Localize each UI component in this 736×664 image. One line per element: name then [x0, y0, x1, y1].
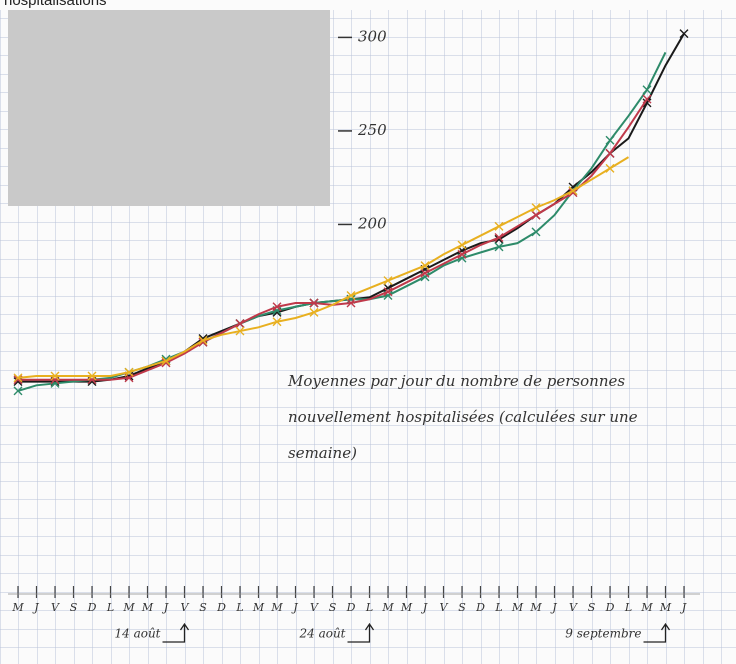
x-tick-label: M — [381, 601, 394, 614]
x-tick-label: D — [216, 601, 226, 614]
data-point — [642, 98, 652, 108]
x-tick-label: V — [569, 601, 578, 614]
x-tick-label: M — [640, 601, 653, 614]
data-point — [124, 367, 134, 377]
annotation-line: nouvellement hospitalisées (calculées su… — [288, 408, 638, 426]
data-point — [50, 371, 60, 381]
data-point — [457, 240, 467, 250]
x-tick-label: M — [270, 601, 283, 614]
data-point — [346, 291, 356, 301]
x-tick-label: D — [605, 601, 615, 614]
data-point — [309, 298, 319, 308]
x-tick-label: J — [550, 601, 557, 614]
y-tick-label: 250 — [357, 121, 387, 139]
x-tick-label: S — [199, 601, 207, 614]
date-marker-label: 9 septembre — [565, 627, 641, 641]
data-point — [642, 85, 652, 95]
data-point — [272, 317, 282, 327]
x-tick-label: L — [106, 601, 114, 614]
data-point — [605, 135, 615, 145]
data-point — [87, 371, 97, 381]
x-tick-label: D — [475, 601, 485, 614]
data-point — [679, 29, 689, 39]
x-tick-label: M — [141, 601, 154, 614]
x-tick-label: D — [346, 601, 356, 614]
x-tick-label: L — [494, 601, 502, 614]
x-tick-label: S — [458, 601, 466, 614]
data-point — [531, 210, 541, 220]
annotation: Moyennes par jour du nombre de personnes… — [287, 372, 638, 462]
data-point — [161, 356, 171, 366]
data-point — [13, 373, 23, 383]
x-tick-label: M — [511, 601, 524, 614]
annotation-line: semaine) — [288, 444, 357, 462]
data-point — [272, 302, 282, 312]
x-tick-label: M — [252, 601, 265, 614]
data-point — [568, 186, 578, 196]
date-marker-arrow — [347, 622, 375, 643]
x-tick-label: V — [181, 601, 190, 614]
x-tick-label: J — [680, 601, 687, 614]
y-tick-label: 200 — [357, 214, 387, 232]
data-point — [50, 378, 60, 388]
x-tick-label: M — [529, 601, 542, 614]
data-point — [383, 287, 393, 297]
x-tick-label: M — [400, 601, 413, 614]
data-point — [457, 249, 467, 259]
data-point — [13, 386, 23, 396]
data-point — [383, 276, 393, 286]
x-tick-label: J — [291, 601, 298, 614]
x-tick-label: V — [440, 601, 449, 614]
data-point — [235, 326, 245, 336]
x-tick-label: V — [51, 601, 60, 614]
data-point — [605, 163, 615, 173]
x-tick-label: J — [421, 601, 428, 614]
x-tick-label: J — [162, 601, 169, 614]
data-point — [235, 319, 245, 329]
data-point — [309, 307, 319, 317]
date-marker-label: 24 août — [298, 627, 345, 641]
data-point — [494, 242, 504, 252]
y-tick-label: 300 — [358, 27, 387, 45]
x-tick-label: L — [365, 601, 373, 614]
x-tick-label: M — [122, 601, 135, 614]
occluding-card — [8, 10, 330, 206]
x-tick-label: M — [11, 601, 24, 614]
date-marker-arrow — [162, 622, 190, 643]
x-tick-label: S — [329, 601, 337, 614]
data-point — [605, 148, 615, 158]
annotation-line: Moyennes par jour du nombre de personnes — [287, 372, 625, 390]
x-tick-label: D — [87, 601, 97, 614]
data-point — [198, 335, 208, 345]
x-tick-label: S — [70, 601, 78, 614]
date-marker-label: 14 août — [114, 627, 160, 641]
data-point — [494, 221, 504, 231]
x-tick-label: V — [310, 601, 319, 614]
x-tick-label: L — [235, 601, 243, 614]
x-tick-label: S — [588, 601, 596, 614]
chart-title: hospitalisations — [4, 0, 107, 9]
x-tick-label: M — [659, 601, 672, 614]
data-point — [420, 261, 430, 271]
data-point — [87, 375, 97, 385]
date-marker-arrow — [643, 622, 671, 643]
data-point — [50, 375, 60, 385]
data-point — [531, 203, 541, 213]
data-point — [346, 298, 356, 308]
data-point — [494, 233, 504, 243]
x-tick-label: L — [624, 601, 632, 614]
series-line — [17, 156, 630, 379]
data-point — [420, 268, 430, 278]
data-point — [642, 94, 652, 104]
x-tick-label: J — [32, 601, 39, 614]
data-point — [531, 227, 541, 237]
